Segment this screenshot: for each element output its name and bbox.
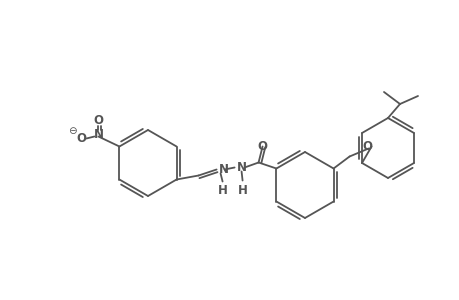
Text: O: O — [362, 140, 372, 153]
Text: H: H — [237, 184, 247, 196]
Text: H: H — [217, 184, 227, 196]
Text: N: N — [218, 163, 228, 176]
Text: N: N — [93, 128, 103, 141]
Text: O: O — [76, 132, 86, 145]
Text: O: O — [93, 114, 103, 127]
Text: O: O — [257, 140, 267, 153]
Text: N: N — [236, 161, 246, 174]
Text: ⊖: ⊖ — [68, 127, 77, 136]
